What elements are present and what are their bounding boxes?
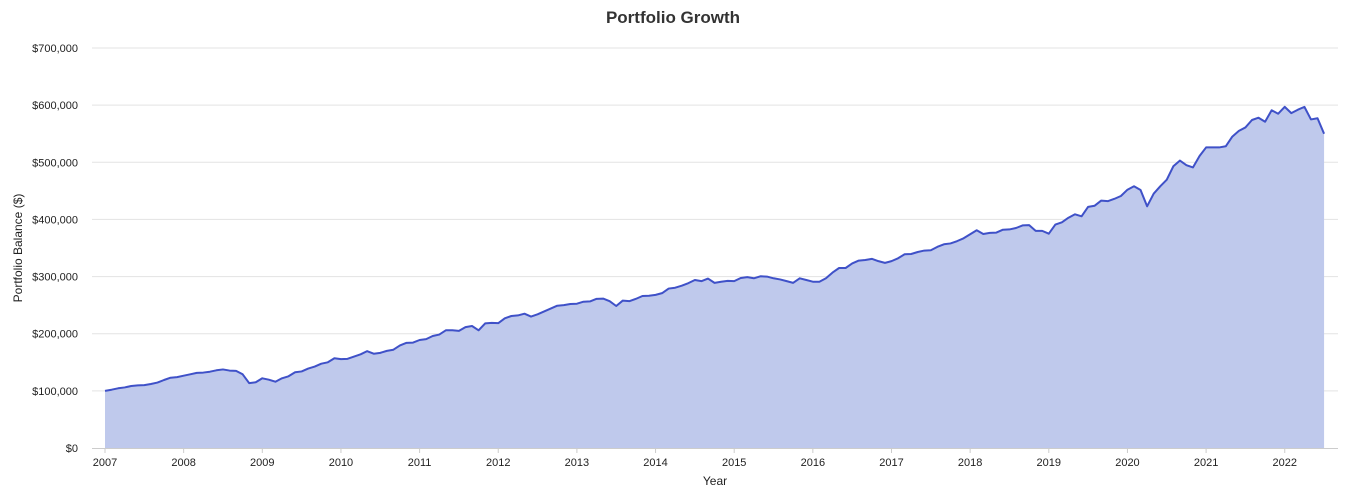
x-tick-label: 2014 bbox=[643, 457, 667, 469]
x-tick-label: 2018 bbox=[958, 457, 982, 469]
x-tick-label: 2020 bbox=[1115, 457, 1139, 469]
x-tick-label: 2007 bbox=[93, 457, 117, 469]
x-tick-label: 2017 bbox=[879, 457, 903, 469]
y-tick-label: $500,000 bbox=[32, 157, 78, 169]
x-tick-label: 2016 bbox=[801, 457, 825, 469]
y-tick-label: $400,000 bbox=[32, 214, 78, 226]
x-tick-label: 2011 bbox=[408, 457, 432, 469]
x-axis-title: Year bbox=[703, 474, 727, 488]
x-tick-label: 2022 bbox=[1273, 457, 1297, 469]
x-tick-label: 2008 bbox=[171, 457, 195, 469]
y-axis-title: Portfolio Balance ($) bbox=[11, 194, 25, 303]
x-axis-ticks: 2007 2008 2009 2010 2011 2012 2013 2014 2015 2016… bbox=[93, 448, 1297, 469]
series-line bbox=[104, 105, 1326, 392]
y-tick-label: $700,000 bbox=[32, 43, 78, 55]
x-tick-label: 2013 bbox=[565, 457, 589, 469]
y-tick-label: $0 bbox=[66, 443, 78, 455]
x-tick-label: 2015 bbox=[722, 457, 746, 469]
data-area bbox=[104, 105, 1326, 449]
chart-title: Portfolio Growth bbox=[605, 8, 741, 27]
y-tick-label: $300,000 bbox=[32, 272, 78, 284]
x-tick-label: 2019 bbox=[1037, 457, 1061, 469]
x-tick-label: 2009 bbox=[250, 457, 274, 469]
x-tick-label: 2010 bbox=[329, 457, 353, 469]
area-fill bbox=[105, 106, 1325, 449]
y-axis-ticks: $0 $100,000 $200,000 $300,000 $400,000 $500,0… bbox=[32, 43, 78, 455]
y-tick-label: $200,000 bbox=[32, 329, 78, 341]
y-tick-label: $100,000 bbox=[32, 386, 78, 398]
y-tick-label: $600,000 bbox=[32, 100, 78, 112]
x-tick-label: 2021 bbox=[1194, 457, 1218, 469]
x-tick-label: 2012 bbox=[486, 457, 510, 469]
